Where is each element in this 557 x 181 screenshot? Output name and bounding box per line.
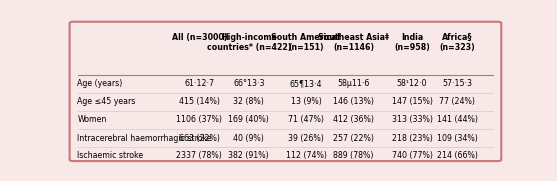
Text: Southeast Asia‡
(n=1146): Southeast Asia‡ (n=1146) <box>318 33 389 52</box>
Text: 1106 (37%): 1106 (37%) <box>176 115 222 125</box>
Text: 218 (23%): 218 (23%) <box>392 134 432 143</box>
Text: 382 (91%): 382 (91%) <box>228 151 269 160</box>
Text: 58µ11·6: 58µ11·6 <box>338 79 370 88</box>
Text: 77 (24%): 77 (24%) <box>439 97 475 106</box>
Text: High-income
countries* (n=422): High-income countries* (n=422) <box>207 33 291 52</box>
Text: 214 (66%): 214 (66%) <box>437 151 478 160</box>
Text: 13 (9%): 13 (9%) <box>291 97 321 106</box>
Text: 141 (44%): 141 (44%) <box>437 115 478 125</box>
Text: 112 (74%): 112 (74%) <box>286 151 326 160</box>
Text: 58¹12·0: 58¹12·0 <box>397 79 427 88</box>
Text: 71 (47%): 71 (47%) <box>288 115 324 125</box>
Text: 40 (9%): 40 (9%) <box>233 134 264 143</box>
Text: 61·12·7: 61·12·7 <box>184 79 214 88</box>
Text: 66°13·3: 66°13·3 <box>233 79 265 88</box>
Text: India
(n=958): India (n=958) <box>394 33 430 52</box>
Text: 313 (33%): 313 (33%) <box>392 115 432 125</box>
Text: 32 (8%): 32 (8%) <box>233 97 264 106</box>
Text: Women: Women <box>77 115 107 125</box>
Text: 169 (40%): 169 (40%) <box>228 115 269 125</box>
Text: 109 (34%): 109 (34%) <box>437 134 478 143</box>
Text: 415 (14%): 415 (14%) <box>179 97 219 106</box>
Text: Age ≤45 years: Age ≤45 years <box>77 97 136 106</box>
Text: 257 (22%): 257 (22%) <box>333 134 374 143</box>
Text: 146 (13%): 146 (13%) <box>333 97 374 106</box>
Text: 740 (77%): 740 (77%) <box>392 151 432 160</box>
Text: 663 (22%): 663 (22%) <box>179 134 219 143</box>
Text: South America†
(n=151): South America† (n=151) <box>271 33 341 52</box>
Text: Ischaemic stroke: Ischaemic stroke <box>77 151 144 160</box>
Text: 147 (15%): 147 (15%) <box>392 97 432 106</box>
Text: 2337 (78%): 2337 (78%) <box>176 151 222 160</box>
Text: 412 (36%): 412 (36%) <box>333 115 374 125</box>
Text: 39 (26%): 39 (26%) <box>289 134 324 143</box>
Text: 57·15·3: 57·15·3 <box>442 79 472 88</box>
Text: All (n=3000): All (n=3000) <box>172 33 227 42</box>
Text: 889 (78%): 889 (78%) <box>334 151 374 160</box>
Text: Age (years): Age (years) <box>77 79 123 88</box>
Text: Intracerebral haemorrhagic stroke: Intracerebral haemorrhagic stroke <box>77 134 212 143</box>
Text: Africa§
(n=323): Africa§ (n=323) <box>439 33 475 52</box>
Text: 65¶13·4: 65¶13·4 <box>290 79 323 88</box>
FancyBboxPatch shape <box>70 22 501 161</box>
